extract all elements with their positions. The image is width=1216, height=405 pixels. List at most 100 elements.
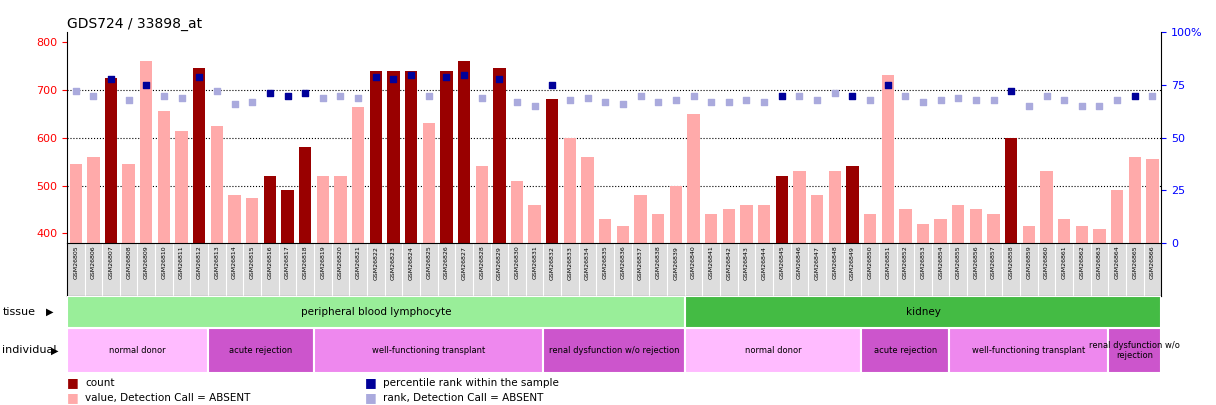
Point (702, 99, 721, 105)
Text: normal donor: normal donor (744, 346, 801, 355)
Bar (458, 61, 471, 243)
Point (843, 92, 862, 99)
Text: GSM26826: GSM26826 (444, 245, 449, 279)
Text: GSM26813: GSM26813 (214, 245, 219, 279)
Bar (776, 176, 788, 243)
Text: GSM26819: GSM26819 (320, 245, 326, 279)
Bar (722, 209, 734, 243)
Text: GSM26831: GSM26831 (533, 245, 537, 279)
Point (648, 99, 668, 105)
Point (1073, 103, 1092, 109)
Bar (1058, 219, 1070, 243)
Point (1054, 96, 1074, 103)
Bar (846, 166, 858, 243)
Bar (685, 328, 861, 373)
Text: renal dysfunction w/o rejection: renal dysfunction w/o rejection (548, 346, 680, 355)
Text: GSM26860: GSM26860 (1045, 245, 1049, 279)
Point (561, 96, 580, 103)
Bar (210, 126, 223, 243)
Point (171, 94, 191, 101)
Text: individual: individual (2, 345, 57, 355)
Text: GSM26834: GSM26834 (585, 245, 590, 279)
Bar (828, 171, 841, 243)
Bar (246, 198, 258, 243)
Bar (1093, 229, 1105, 243)
Point (1143, 92, 1162, 99)
Text: GSM26825: GSM26825 (427, 245, 432, 279)
Text: ■: ■ (67, 391, 79, 404)
Bar (193, 68, 206, 243)
Text: GSM26858: GSM26858 (1009, 245, 1014, 279)
Bar (917, 224, 929, 243)
Point (101, 75, 120, 82)
Text: count: count (85, 378, 114, 388)
Bar (705, 214, 717, 243)
Bar (67, 328, 208, 373)
Point (807, 96, 827, 103)
Point (225, 101, 244, 107)
Point (596, 99, 615, 105)
Bar (950, 328, 1108, 373)
Bar (1147, 159, 1159, 243)
Text: GSM26809: GSM26809 (143, 245, 148, 279)
Point (349, 94, 368, 101)
Point (878, 82, 897, 88)
Bar (208, 328, 314, 373)
Text: GSM26851: GSM26851 (885, 245, 890, 279)
Point (631, 92, 651, 99)
Text: GSM26820: GSM26820 (338, 245, 343, 279)
Bar (529, 205, 541, 243)
Point (737, 96, 756, 103)
Bar (741, 205, 753, 243)
Point (1125, 92, 1144, 99)
Point (207, 88, 226, 95)
Bar (334, 176, 347, 243)
Text: GSM26865: GSM26865 (1132, 245, 1137, 279)
Text: ▶: ▶ (51, 345, 58, 355)
Text: GSM26810: GSM26810 (162, 245, 167, 279)
Point (948, 94, 968, 101)
Text: GSM26859: GSM26859 (1026, 245, 1031, 279)
Bar (69, 164, 81, 243)
Bar (599, 219, 612, 243)
Point (472, 94, 491, 101)
Text: GSM26806: GSM26806 (91, 245, 96, 279)
Text: GSM26832: GSM26832 (550, 245, 554, 279)
Text: peripheral blood lymphocyte: peripheral blood lymphocyte (300, 307, 451, 317)
Text: GSM26857: GSM26857 (991, 245, 996, 279)
Text: GSM26864: GSM26864 (1115, 245, 1120, 279)
Text: GSM26835: GSM26835 (603, 245, 608, 279)
Bar (544, 328, 685, 373)
Bar (405, 71, 417, 243)
Text: kidney: kidney (906, 307, 940, 317)
Point (84, 92, 103, 99)
Bar (229, 195, 241, 243)
Point (366, 73, 385, 80)
Point (542, 82, 562, 88)
Text: GSM26823: GSM26823 (390, 245, 396, 279)
Text: acute rejection: acute rejection (230, 346, 293, 355)
Point (719, 99, 738, 105)
Bar (793, 171, 805, 243)
Point (967, 96, 986, 103)
Text: GSM26846: GSM26846 (796, 245, 801, 279)
Text: GSM26812: GSM26812 (197, 245, 202, 279)
Text: GSM26830: GSM26830 (514, 245, 519, 279)
Bar (863, 214, 877, 243)
Point (154, 92, 174, 99)
Bar (685, 296, 1161, 328)
Point (984, 96, 1003, 103)
Point (490, 75, 510, 82)
Bar (758, 205, 770, 243)
Bar (1023, 226, 1035, 243)
Point (931, 96, 951, 103)
Text: GSM26844: GSM26844 (761, 245, 766, 279)
Bar (581, 157, 593, 243)
Text: GSM26840: GSM26840 (691, 245, 696, 279)
Point (119, 96, 139, 103)
Text: GSM26808: GSM26808 (126, 245, 131, 279)
Point (1090, 103, 1109, 109)
Bar (617, 226, 629, 243)
Text: value, Detection Call = ABSENT: value, Detection Call = ABSENT (85, 393, 250, 403)
Bar (88, 157, 100, 243)
